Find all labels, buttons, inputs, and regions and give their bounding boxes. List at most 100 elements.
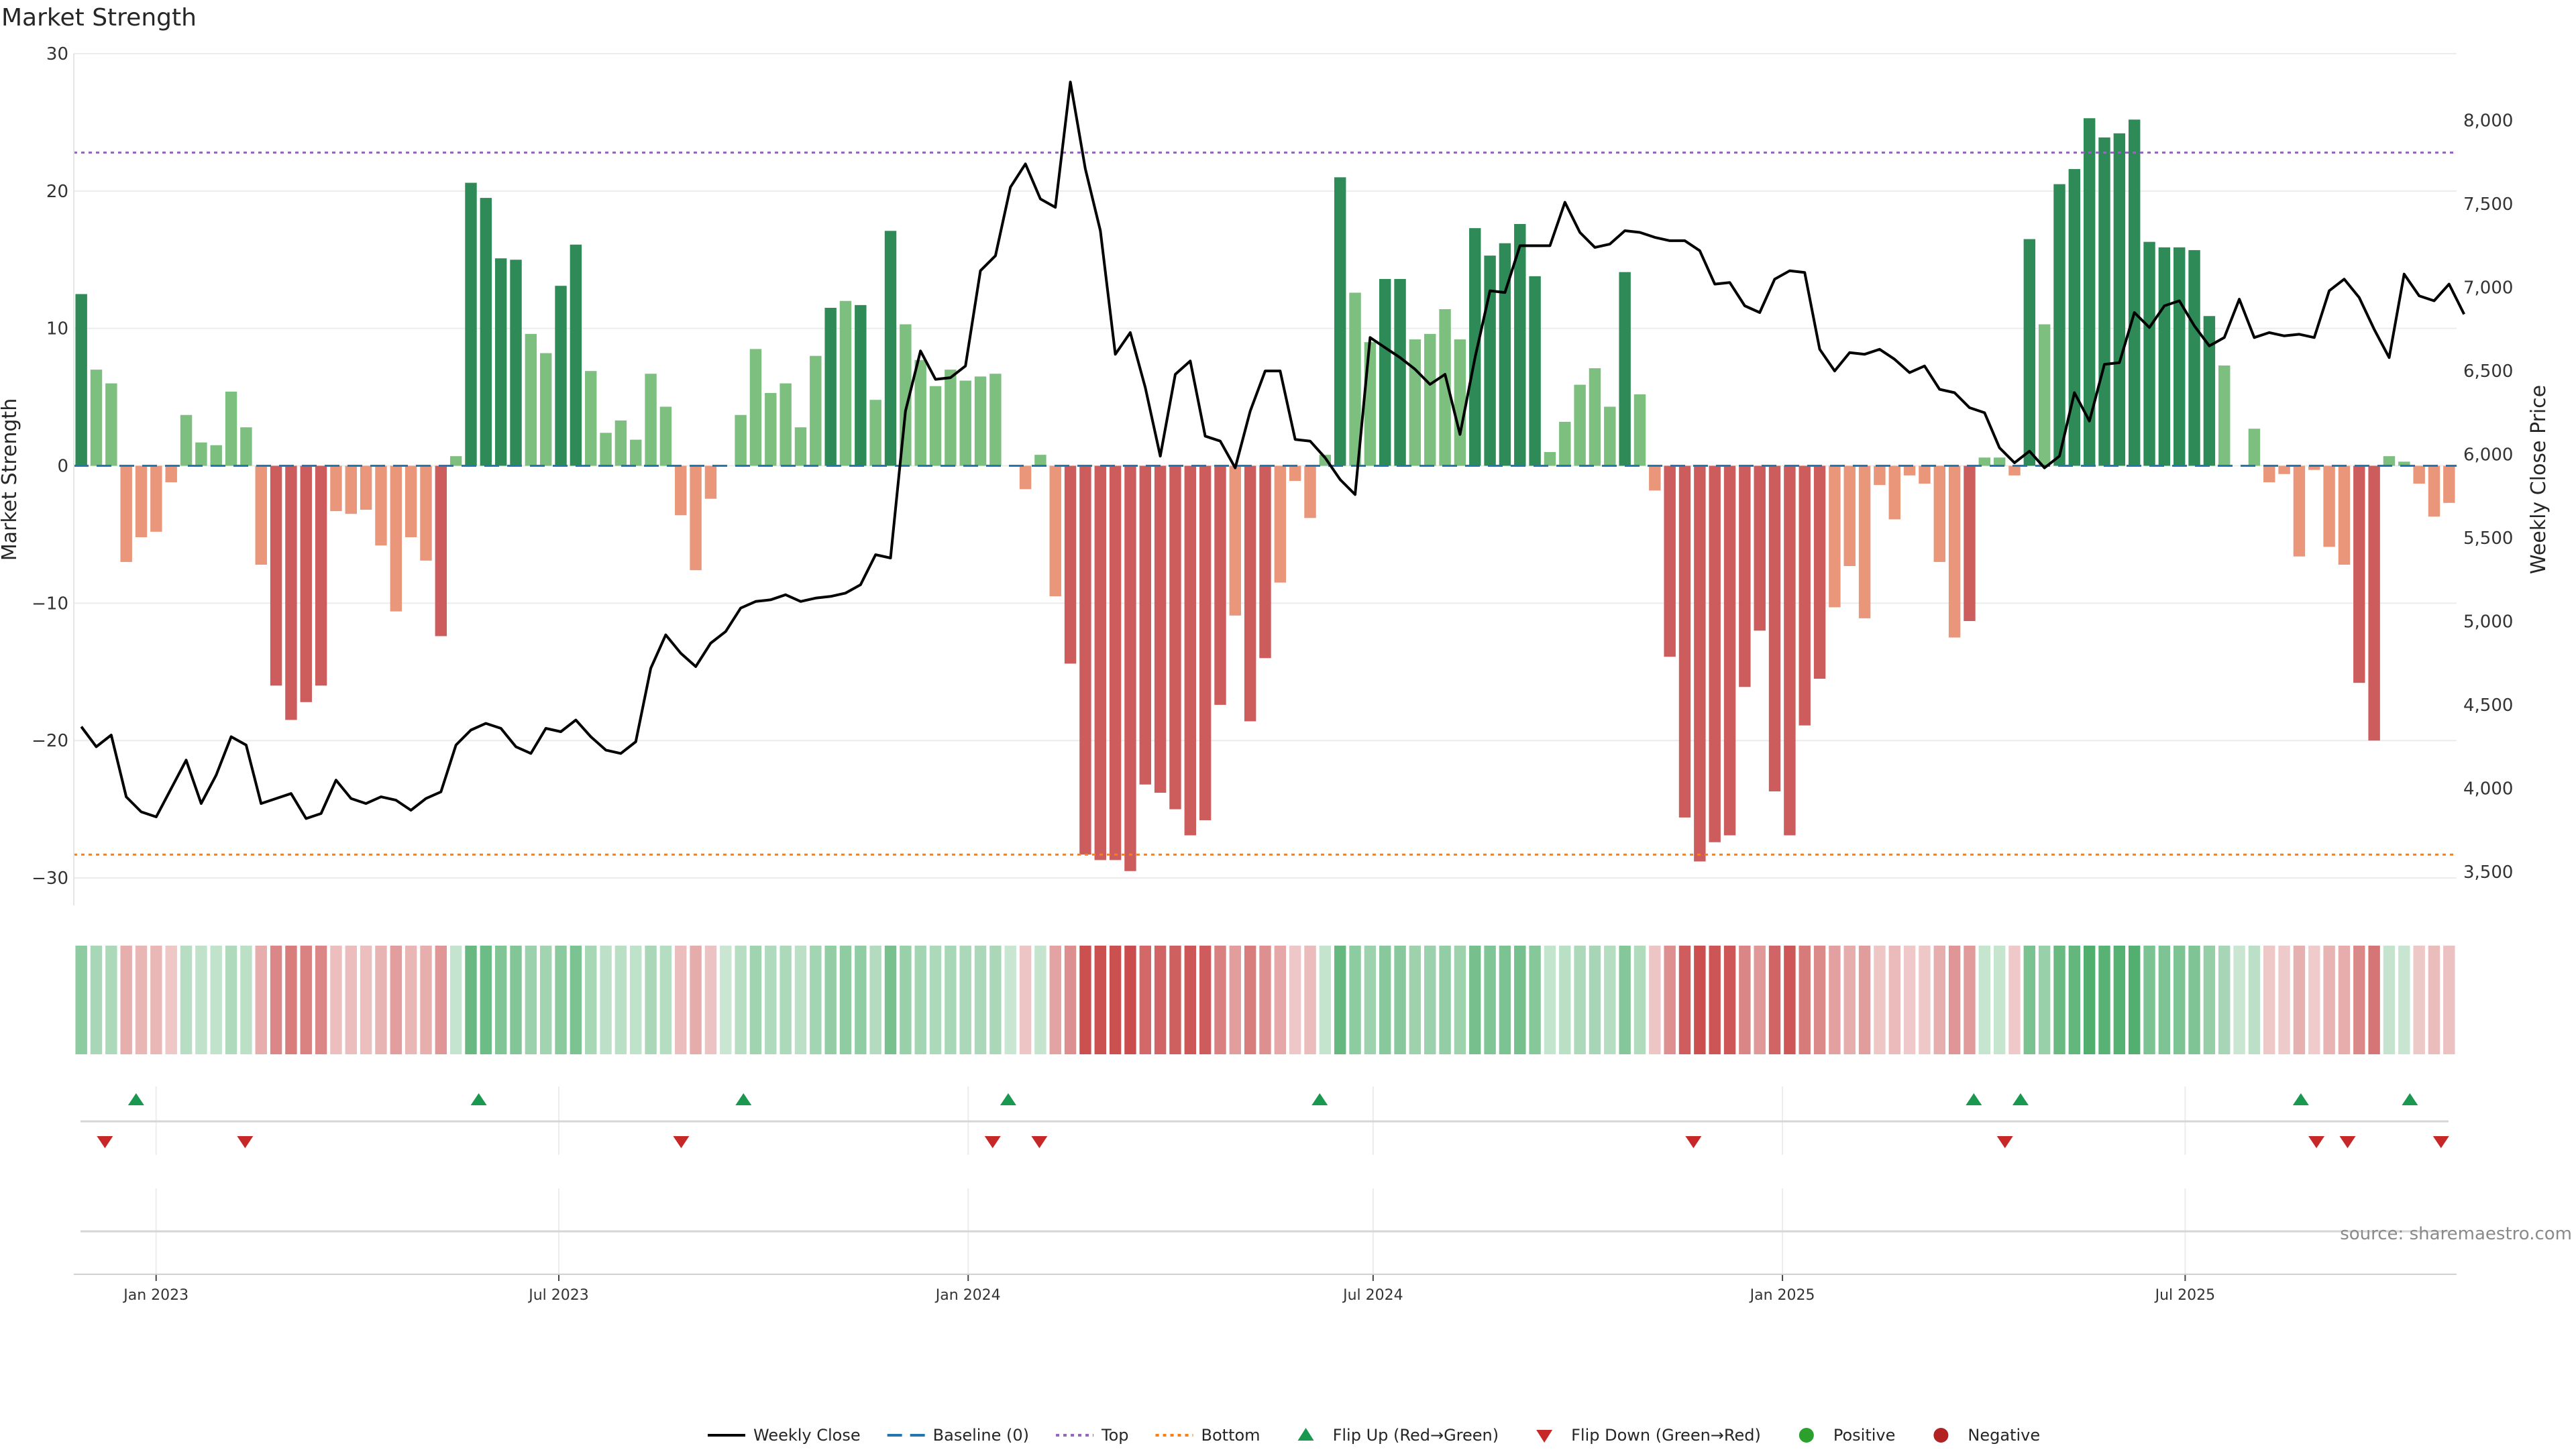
heat-strip-cell <box>1199 946 1212 1054</box>
strength-bar <box>1169 465 1181 809</box>
strength-bar <box>869 400 881 466</box>
heat-strip-cell <box>1754 946 1766 1054</box>
heat-strip-cell <box>2158 946 2171 1054</box>
legend-swatch-negative <box>1933 1428 1949 1443</box>
heat-strip-cell <box>1993 946 2006 1054</box>
strength-bar <box>210 445 222 466</box>
strength-bar <box>2098 137 2110 466</box>
axes-layer: 30 20 10 0 −10 −20 −30 8,000 7,500 7,000 6,500 6,00… <box>0 44 2551 905</box>
heat-strip-cell <box>1574 946 1586 1054</box>
flip-markers-panel <box>80 1086 2449 1155</box>
heat-strip-cell <box>480 946 492 1054</box>
strength-bar <box>989 374 1002 466</box>
flip-up-marker <box>1966 1093 1982 1105</box>
strength-bar <box>435 465 447 636</box>
heat-strip-cell <box>2053 946 2065 1054</box>
strength-bar <box>1739 465 1751 687</box>
strength-bar <box>555 286 567 466</box>
strength-bar <box>1274 465 1287 583</box>
strength-bar <box>195 442 207 466</box>
heat-strip-cell <box>1843 946 1856 1054</box>
heat-strip-cell <box>1064 946 1077 1054</box>
heat-strip-cell <box>1469 946 1481 1054</box>
strength-bar <box>780 383 792 466</box>
heat-strip-cell <box>869 946 881 1054</box>
heat-strip-cell <box>1933 946 1945 1054</box>
strength-bar <box>2413 465 2425 484</box>
flip-up-marker <box>2402 1093 2418 1105</box>
date-tick-label: Jul 2024 <box>1342 1287 1403 1304</box>
heat-strip-cell <box>1709 946 1721 1054</box>
heat-strip-cell <box>945 946 957 1054</box>
heat-strip-cell <box>90 946 103 1054</box>
strength-bar <box>2128 119 2141 466</box>
strength-bar <box>1139 465 1151 785</box>
heat-strip-cell <box>1484 946 1496 1054</box>
flip-up-marker <box>127 1093 144 1105</box>
strength-bar <box>810 355 822 466</box>
strength-bar <box>1439 309 1451 466</box>
heat-strip-cell <box>2068 946 2081 1054</box>
right-tick-label: 7,000 <box>2463 278 2513 298</box>
strength-bar <box>300 465 312 702</box>
strength-bar <box>1409 339 1421 466</box>
heat-strip-cell <box>1948 946 1961 1054</box>
strength-bar <box>480 198 492 466</box>
strength-bar <box>2203 316 2216 466</box>
left-axis-label: Market Strength <box>0 398 21 561</box>
flip-down-marker <box>237 1136 254 1148</box>
strength-bar <box>614 420 627 466</box>
heat-strip-cell <box>1379 946 1391 1054</box>
heat-strip-cell <box>1274 946 1287 1054</box>
strength-bar <box>884 231 897 466</box>
heat-strip-cell <box>1364 946 1377 1054</box>
flip-up-marker <box>1000 1093 1016 1105</box>
strength-bar <box>285 465 297 720</box>
heat-strip-cell <box>255 946 267 1054</box>
heat-strip-cell <box>2218 946 2231 1054</box>
heat-strip-cell <box>210 946 222 1054</box>
legend-swatch-flip-down <box>1536 1430 1553 1443</box>
strength-bar <box>1064 465 1077 664</box>
heat-strip-cell <box>749 946 762 1054</box>
flip-up-marker <box>1311 1093 1328 1105</box>
strength-bar <box>2428 465 2440 517</box>
strength-bar <box>1544 452 1556 466</box>
strength-bar <box>1289 465 1301 482</box>
heat-strip-cell <box>285 946 297 1054</box>
heat-strip-cell <box>2368 946 2380 1054</box>
strength-bar <box>1184 465 1197 836</box>
heat-strip-cell <box>1813 946 1826 1054</box>
heat-strip-cell <box>120 946 132 1054</box>
heat-strip-cell <box>1784 946 1796 1054</box>
legend-label-bottom: Bottom <box>1201 1426 1260 1445</box>
heat-strip-cell <box>270 946 282 1054</box>
strength-bar <box>765 392 777 466</box>
heat-strip-cell <box>1529 946 1541 1054</box>
flip-up-marker <box>470 1093 487 1105</box>
legend-item-positive: Positive <box>1799 1426 1895 1445</box>
strength-bar <box>1094 465 1106 860</box>
heat-strip-cell <box>105 946 117 1054</box>
strength-bar <box>345 465 357 514</box>
heat-strip-cell <box>1514 946 1526 1054</box>
strength-bar <box>2338 465 2351 565</box>
legend-item-negative: Negative <box>1933 1426 2040 1445</box>
flip-down-marker <box>984 1136 1001 1148</box>
heat-strip-cell <box>704 946 717 1054</box>
strength-bar <box>2383 456 2396 466</box>
heat-strip-cell <box>420 946 432 1054</box>
strength-bar <box>1499 243 1511 466</box>
heat-strip-cell <box>570 946 582 1054</box>
heat-strip-cell <box>375 946 387 1054</box>
strength-bar <box>2308 465 2320 470</box>
heat-strip-cell <box>1319 946 1332 1054</box>
flip-down-marker <box>2308 1136 2325 1148</box>
heat-strip-cell <box>2188 946 2200 1054</box>
strength-bar <box>1334 177 1346 466</box>
legend-item-bottom: Bottom <box>1155 1426 1260 1445</box>
strength-bar <box>1514 224 1526 466</box>
heat-strip-cell <box>1874 946 1886 1054</box>
heat-strip-cell <box>1349 946 1361 1054</box>
